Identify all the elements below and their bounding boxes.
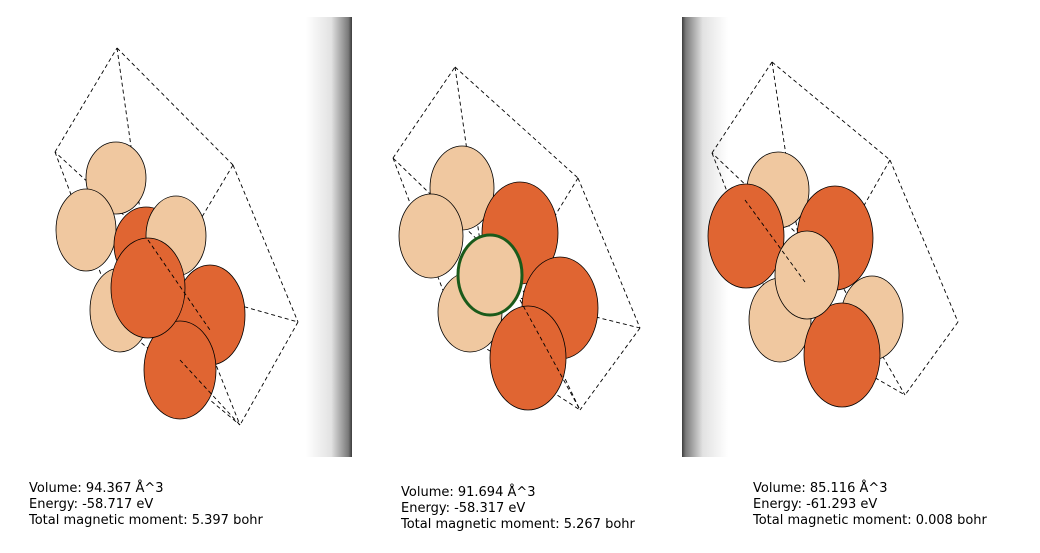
magnetic-moment-label: Total magnetic moment: 0.008 bohr xyxy=(753,513,987,528)
volume-label: Volume: 94.367 Å^3 xyxy=(29,481,164,496)
energy-label: Energy: -61.293 eV xyxy=(753,497,878,512)
atoms xyxy=(398,145,599,411)
structure-info-2: Volume: 91.694 Å^3 Energy: -58.317 eV To… xyxy=(401,485,635,533)
structure-view-1[interactable] xyxy=(0,0,352,460)
magnetic-moment-label: Total magnetic moment: 5.267 bohr xyxy=(401,517,635,532)
panel-divider-shadow xyxy=(306,17,352,457)
structure-view-3[interactable] xyxy=(682,0,1040,460)
structure-info-3: Volume: 85.116 Å^3 Energy: -61.293 eV To… xyxy=(753,481,987,529)
atom-light xyxy=(55,188,117,272)
atom-dark xyxy=(489,305,567,411)
atom-dark xyxy=(707,183,785,289)
atom-dark xyxy=(110,237,186,339)
atom-dark xyxy=(143,320,217,420)
atom-selected[interactable] xyxy=(456,233,524,317)
atoms xyxy=(707,151,904,408)
atom-light xyxy=(774,230,840,320)
volume-label: Volume: 91.694 Å^3 xyxy=(401,485,536,500)
atoms xyxy=(55,141,246,420)
magnetic-moment-label: Total magnetic moment: 5.397 bohr xyxy=(29,513,263,528)
atom-dark xyxy=(803,302,881,408)
structure-info-1: Volume: 94.367 Å^3 Energy: -58.717 eV To… xyxy=(29,481,263,529)
volume-label: Volume: 85.116 Å^3 xyxy=(753,481,888,496)
energy-label: Energy: -58.717 eV xyxy=(29,497,154,512)
atom-light xyxy=(398,193,464,279)
structure-view-2[interactable] xyxy=(352,0,682,460)
energy-label: Energy: -58.317 eV xyxy=(401,501,526,516)
